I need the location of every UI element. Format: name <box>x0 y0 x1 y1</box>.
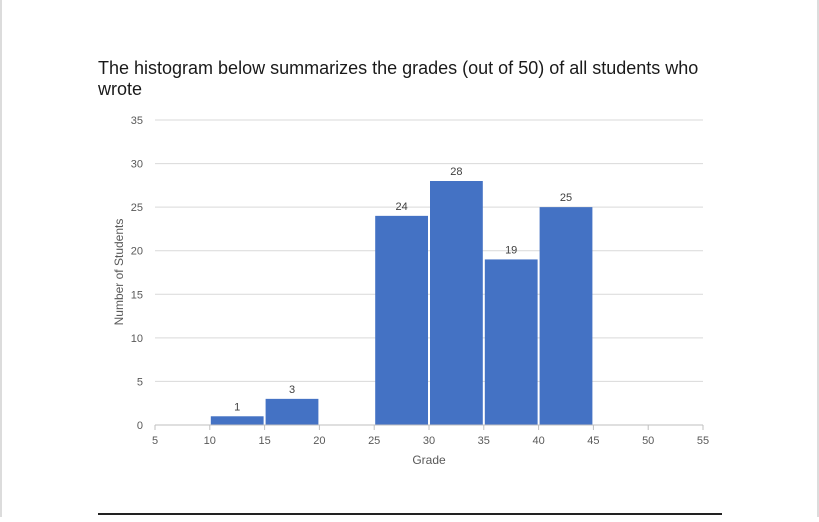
intro-text: The histogram below summarizes the grade… <box>98 58 699 99</box>
x-tick-label: 15 <box>258 435 270 447</box>
x-axis-title: Grade <box>412 453 446 467</box>
y-tick-label: 30 <box>131 159 143 171</box>
y-tick-label: 5 <box>137 376 143 388</box>
y-tick-label: 35 <box>131 115 143 127</box>
x-tick-label: 55 <box>697 435 709 447</box>
y-tick-label: 10 <box>131 333 143 345</box>
bar-data-label: 3 <box>289 384 295 396</box>
y-tick-label: 0 <box>137 420 143 432</box>
histogram-bar <box>539 207 593 425</box>
window-border-right <box>817 0 819 517</box>
histogram-bar <box>484 259 538 425</box>
x-tick-label: 10 <box>204 435 216 447</box>
bar-data-label: 28 <box>450 166 462 178</box>
histogram-bar <box>210 416 264 425</box>
section-divider <box>98 513 722 515</box>
bar-data-label: 1 <box>234 401 240 413</box>
window-border-left <box>0 0 2 517</box>
histogram-bar <box>265 398 319 425</box>
y-axis-title: Number of Students <box>112 219 126 326</box>
x-tick-label: 40 <box>532 435 544 447</box>
x-tick-label: 25 <box>368 435 380 447</box>
x-tick-label: 20 <box>313 435 325 447</box>
x-tick-label: 5 <box>152 435 158 447</box>
y-tick-label: 15 <box>131 289 143 301</box>
y-tick-label: 20 <box>131 246 143 258</box>
histogram-bar <box>375 215 428 425</box>
bar-data-label: 19 <box>505 244 517 256</box>
histogram-bar <box>430 181 483 425</box>
x-tick-label: 50 <box>642 435 654 447</box>
bar-data-label: 24 <box>395 201 407 213</box>
y-tick-label: 25 <box>131 202 143 214</box>
bar-data-label: 25 <box>560 192 572 204</box>
x-tick-label: 45 <box>587 435 599 447</box>
x-tick-label: 35 <box>478 435 490 447</box>
x-tick-label: 30 <box>423 435 435 447</box>
